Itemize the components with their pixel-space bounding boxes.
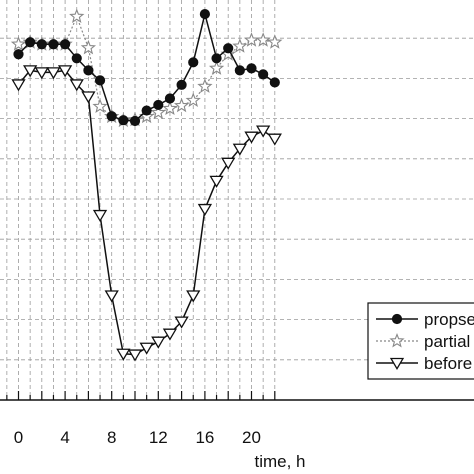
data-point <box>139 342 154 355</box>
data-point <box>199 8 210 20</box>
data-point <box>162 328 178 341</box>
data-point <box>48 39 59 50</box>
data-point <box>211 53 222 64</box>
data-point <box>129 115 141 127</box>
data-point <box>25 37 36 48</box>
data-point <box>92 98 108 114</box>
data-point <box>151 336 166 349</box>
data-point <box>71 53 82 64</box>
data-point <box>197 203 213 217</box>
x-tick-label: 8 <box>107 428 116 447</box>
data-point <box>389 357 405 370</box>
legend-label: before <box>424 354 472 373</box>
data-point <box>223 43 234 54</box>
data-point <box>391 313 403 325</box>
data-point <box>116 348 131 361</box>
data-point <box>106 111 117 122</box>
data-point <box>83 65 94 76</box>
data-point <box>34 67 49 80</box>
data-point <box>104 290 119 303</box>
data-point <box>221 157 236 170</box>
data-point <box>188 57 199 68</box>
data-point <box>57 65 73 78</box>
data-point <box>208 60 225 75</box>
data-point <box>162 100 178 116</box>
data-point <box>209 175 224 188</box>
data-point <box>36 39 47 50</box>
data-point <box>267 133 282 146</box>
data-point <box>174 316 189 329</box>
data-point <box>92 209 108 223</box>
data-point <box>258 69 269 80</box>
data-point <box>13 49 24 60</box>
x-tick-label: 20 <box>242 428 261 447</box>
data-point <box>267 34 283 49</box>
legend-label: propsed <box>424 310 474 329</box>
data-point <box>389 332 405 348</box>
data-point <box>153 99 164 111</box>
data-point <box>69 79 84 92</box>
data-point <box>255 32 271 47</box>
axes <box>0 391 474 401</box>
data-point <box>256 125 271 138</box>
data-point <box>11 79 26 92</box>
data-point <box>118 115 129 126</box>
series-layer <box>10 8 283 362</box>
data-point <box>127 349 143 362</box>
data-point <box>186 290 201 303</box>
x-axis-label: time, h <box>254 452 305 471</box>
series-before <box>11 65 282 362</box>
data-point <box>173 97 190 113</box>
legend-label: partial <box>424 332 470 351</box>
data-point <box>150 104 166 120</box>
data-point <box>141 105 152 116</box>
series-propsed <box>13 8 280 127</box>
x-tick-label: 4 <box>60 428 69 447</box>
data-point <box>246 63 257 74</box>
data-point <box>232 38 248 53</box>
legend: propsed partial before <box>367 302 474 380</box>
x-tick-label: 12 <box>149 428 168 447</box>
data-point <box>197 78 213 93</box>
data-point <box>244 131 259 144</box>
x-tick-labels: 0 4 8 12 16 20 <box>14 428 261 447</box>
data-point <box>69 8 85 23</box>
x-tick-label: 16 <box>195 428 214 447</box>
data-point <box>46 67 61 80</box>
data-point <box>164 93 176 104</box>
data-point <box>23 65 38 78</box>
data-point <box>176 79 187 90</box>
data-point <box>269 77 280 88</box>
data-point <box>234 65 245 76</box>
data-point <box>185 92 201 107</box>
data-point <box>94 75 106 86</box>
data-point <box>232 143 247 156</box>
x-tick-label: 0 <box>14 428 23 447</box>
data-point <box>80 39 97 55</box>
data-point <box>81 91 96 104</box>
data-point <box>60 39 71 50</box>
data-point <box>10 36 27 51</box>
